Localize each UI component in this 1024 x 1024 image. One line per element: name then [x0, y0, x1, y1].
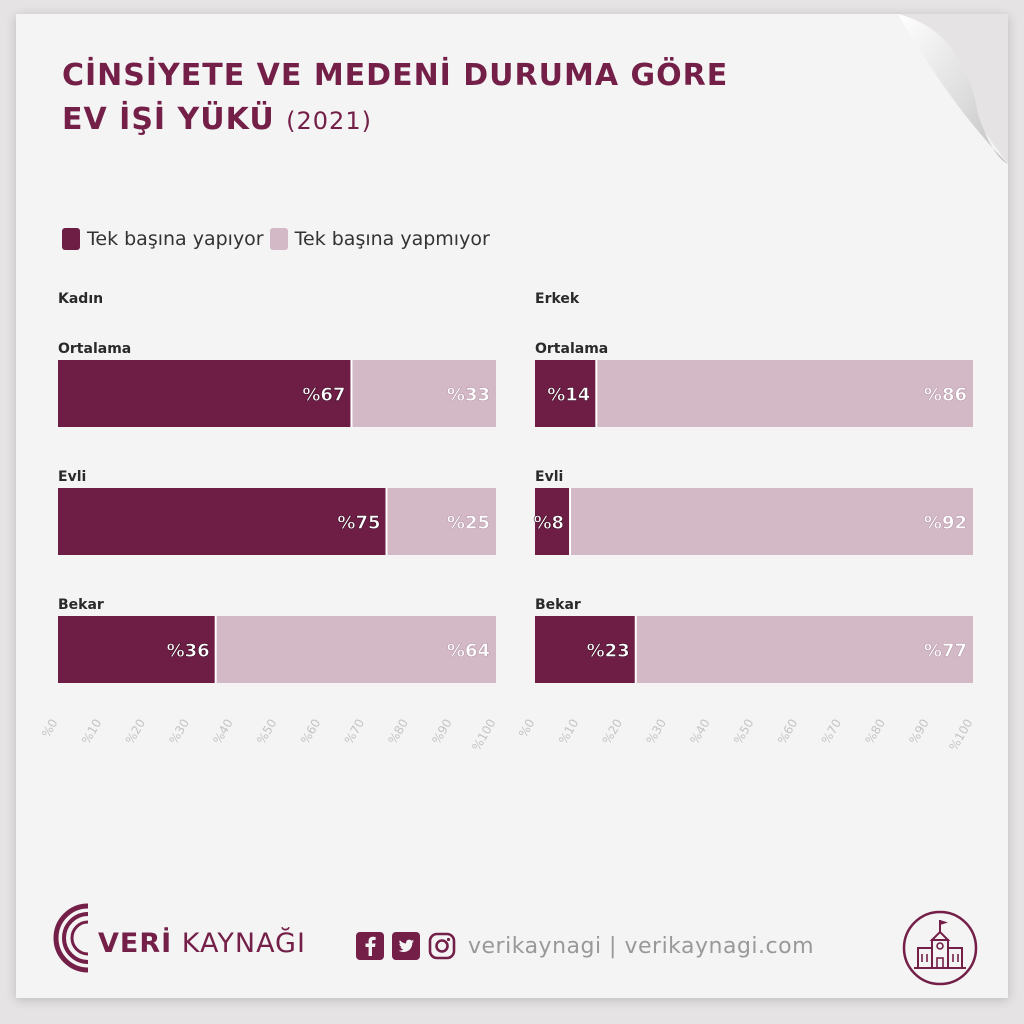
- bar-erkek-ortalama-s2: [596, 360, 973, 427]
- x-tick-label-kadin-7: %70: [342, 717, 367, 747]
- x-tick-label-erkek-3: %30: [644, 717, 669, 747]
- data-label-erkek-evli-s2: %92: [924, 513, 967, 534]
- row-label-evli: Evli: [58, 469, 87, 485]
- bar-kadin-ortalama-s1: [58, 360, 352, 427]
- brand-name: VERİ KAYNAĞI: [98, 928, 306, 959]
- page-curl-decoration: [898, 14, 1008, 164]
- social-handle-website[interactable]: verikaynagi | verikaynagi.com: [468, 933, 815, 959]
- facebook-icon[interactable]: [356, 932, 384, 960]
- x-tick-label-kadin-2: %20: [123, 717, 148, 747]
- row-label-bekar: Bekar: [535, 597, 581, 613]
- bar-erkek-evli-s1: [535, 488, 571, 555]
- data-label-kadin-ortalama-s1: %67: [302, 385, 345, 406]
- data-label-erkek-evli-s1: %8: [533, 513, 564, 534]
- x-tick-label-erkek-8: %80: [863, 717, 888, 747]
- x-tick-label-kadin-0: %0: [39, 717, 61, 740]
- bar-kadin-evli-s1: [58, 488, 387, 555]
- legend-label-1: Tek başına yapıyor: [87, 228, 264, 250]
- x-tick-label-kadin-8: %80: [386, 717, 411, 747]
- school-building-icon: [902, 910, 978, 986]
- x-tick-label-kadin-3: %30: [167, 717, 192, 747]
- title-line-1: CİNSİYETE VE MEDENİ DURUMA GÖRE: [62, 58, 729, 93]
- data-label-erkek-ortalama-s1: %14: [547, 385, 590, 406]
- row-label-ortalama: Ortalama: [535, 341, 609, 357]
- data-label-kadin-evli-s1: %75: [337, 513, 380, 534]
- x-tick-label-kadin-5: %50: [254, 717, 279, 747]
- data-label-kadin-bekar-s2: %64: [447, 641, 490, 662]
- chart-area: %67 %33 %75 %25 %36 %64 %0 %10 %20 %30 %40 %50 %60 %7…: [39, 360, 976, 754]
- x-tick-label-erkek-1: %10: [556, 717, 581, 747]
- data-label-kadin-bekar-s1: %36: [167, 641, 210, 662]
- x-tick-label-kadin-4: %40: [210, 717, 235, 747]
- x-tick-label-kadin-10: %100: [469, 717, 498, 754]
- x-tick-label-erkek-10: %100: [946, 717, 975, 754]
- legend-swatch-2: [269, 228, 288, 250]
- legend-item-1: Tek başına yapıyor: [62, 228, 264, 250]
- social-links: verikaynagi | verikaynagi.com: [356, 932, 814, 960]
- instagram-icon[interactable]: [428, 932, 456, 960]
- legend-item-2: Tek başına yapmıyor: [269, 228, 490, 250]
- data-label-erkek-bekar-s2: %77: [924, 641, 967, 662]
- legend-label-2: Tek başına yapmıyor: [294, 228, 490, 250]
- row-label-ortalama: Ortalama: [58, 341, 132, 357]
- bar-erkek-bekar-s2: [635, 616, 973, 683]
- chart-title: CİNSİYETE VE MEDENİ DURUMA GÖRE EV İŞİ Y…: [62, 54, 728, 143]
- x-tick-label-erkek-5: %50: [731, 717, 756, 747]
- data-label-erkek-bekar-s1: %23: [587, 641, 630, 662]
- bar-erkek-bekar-s1: [535, 616, 636, 683]
- title-year: (2021): [286, 107, 372, 135]
- x-tick-label-erkek-0: %0: [516, 717, 538, 740]
- x-tick-label-erkek-2: %20: [600, 717, 625, 747]
- legend: Tek başına yapıyor Tek başına yapmıyor: [62, 228, 496, 250]
- bar-kadin-bekar-s1: [58, 616, 216, 683]
- x-tick-label-kadin-9: %90: [429, 717, 454, 747]
- bar-erkek-ortalama-s1: [535, 360, 597, 427]
- brand-rest: KAYNAĞI: [172, 928, 306, 959]
- panel-title-erkek: Erkek: [535, 291, 580, 307]
- bar-kadin-evli-s2: [386, 488, 496, 555]
- data-label-kadin-evli-s2: %25: [447, 513, 490, 534]
- x-tick-label-kadin-1: %10: [79, 717, 104, 747]
- brand-bold: VERİ: [98, 928, 173, 959]
- title-line-2: EV İŞİ YÜKÜ: [62, 102, 275, 137]
- x-tick-label-erkek-7: %70: [819, 717, 844, 747]
- legend-swatch-1: [62, 228, 80, 250]
- data-label-kadin-ortalama-s2: %33: [447, 385, 490, 406]
- twitter-icon[interactable]: [392, 932, 420, 960]
- row-label-evli: Evli: [535, 469, 564, 485]
- bar-erkek-evli-s2: [570, 488, 973, 555]
- row-label-bekar: Bekar: [58, 597, 104, 613]
- panel-title-kadin: Kadın: [58, 291, 104, 307]
- x-tick-label-erkek-6: %60: [775, 717, 800, 747]
- veri-kaynagi-logo-icon: [53, 903, 89, 973]
- x-tick-label-erkek-9: %90: [906, 717, 931, 747]
- bar-kadin-ortalama-s2: [351, 360, 496, 427]
- data-label-erkek-ortalama-s2: %86: [924, 385, 967, 406]
- x-tick-label-erkek-4: %40: [687, 717, 712, 747]
- bar-kadin-bekar-s2: [215, 616, 496, 683]
- x-tick-label-kadin-6: %60: [298, 717, 323, 747]
